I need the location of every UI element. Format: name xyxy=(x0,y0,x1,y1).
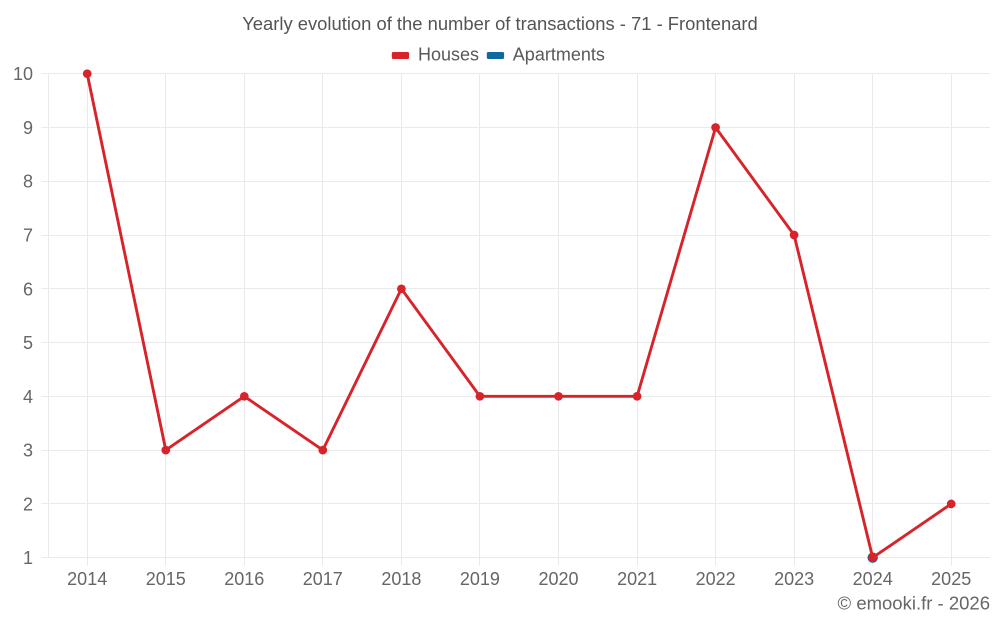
svg-text:8: 8 xyxy=(23,172,33,192)
svg-text:1: 1 xyxy=(23,548,33,568)
svg-text:2024: 2024 xyxy=(853,569,893,589)
svg-text:2018: 2018 xyxy=(381,569,421,589)
svg-text:2019: 2019 xyxy=(460,569,500,589)
svg-text:4: 4 xyxy=(23,387,33,407)
svg-text:7: 7 xyxy=(23,226,33,246)
svg-text:9: 9 xyxy=(23,118,33,138)
svg-text:2: 2 xyxy=(23,494,33,514)
svg-text:6: 6 xyxy=(23,279,33,299)
svg-text:2022: 2022 xyxy=(696,569,736,589)
svg-text:2023: 2023 xyxy=(774,569,814,589)
svg-text:2025: 2025 xyxy=(931,569,971,589)
svg-text:2016: 2016 xyxy=(224,569,264,589)
svg-text:Apartments: Apartments xyxy=(513,45,605,65)
svg-text:2021: 2021 xyxy=(617,569,657,589)
svg-text:2014: 2014 xyxy=(67,569,107,589)
svg-text:10: 10 xyxy=(13,64,33,84)
svg-text:© emooki.fr - 2026: © emooki.fr - 2026 xyxy=(838,593,990,614)
svg-text:2017: 2017 xyxy=(303,569,343,589)
svg-text:2020: 2020 xyxy=(538,569,578,589)
svg-text:2015: 2015 xyxy=(146,569,186,589)
svg-text:Houses: Houses xyxy=(418,45,479,65)
svg-text:5: 5 xyxy=(23,333,33,353)
svg-text:Yearly evolution of the number: Yearly evolution of the number of transa… xyxy=(242,13,758,34)
svg-text:3: 3 xyxy=(23,441,33,461)
